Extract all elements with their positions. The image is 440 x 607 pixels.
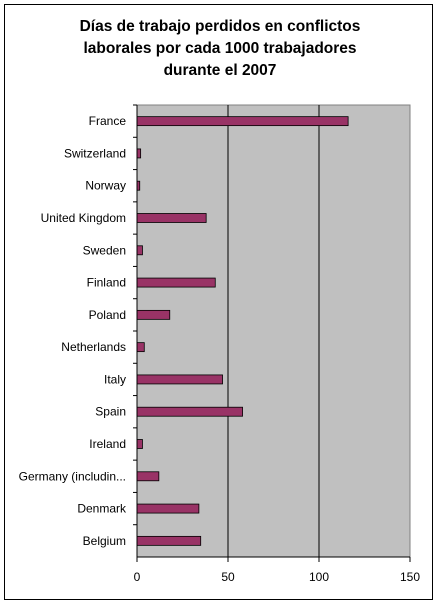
bar <box>136 471 160 482</box>
category-labels: France Switzerland Norway United Kingdom Swe… <box>19 114 127 548</box>
bar <box>136 342 145 353</box>
bar <box>136 406 243 417</box>
x-tick-label: 150 <box>400 570 420 584</box>
category-label: Switzerland <box>64 146 126 160</box>
bar <box>136 535 202 546</box>
x-tick-label: 50 <box>221 570 235 584</box>
category-label: Germany (includin... <box>19 469 126 483</box>
x-tick-labels: 0 50 100 150 <box>134 570 421 584</box>
chart-title-line-1: Días de trabajo perdidos en conflictos <box>79 18 361 35</box>
chart-title-line-2: laborales por cada 1000 trabajadores <box>83 40 357 57</box>
category-label: Sweden <box>83 243 126 257</box>
bars <box>136 116 349 546</box>
category-label: Netherlands <box>61 340 126 354</box>
chart-title: Días de trabajo perdidos en conflictos l… <box>0 16 440 82</box>
gridlines <box>227 105 320 557</box>
category-label: Poland <box>89 308 126 322</box>
bar <box>136 277 216 288</box>
bar <box>136 309 171 320</box>
bar <box>136 213 207 223</box>
bar <box>136 245 143 256</box>
chart-title-line-3: durante el 2007 <box>163 62 277 79</box>
bar <box>136 116 349 127</box>
category-label: France <box>89 114 127 128</box>
category-label: Italy <box>104 372 126 386</box>
category-label: United Kingdom <box>41 211 126 225</box>
category-label: Denmark <box>77 502 127 516</box>
bar <box>136 148 142 159</box>
axes <box>133 104 411 562</box>
category-label: Belgium <box>83 534 126 548</box>
bar <box>136 374 223 385</box>
bar <box>136 503 200 514</box>
category-label: Norway <box>85 179 126 193</box>
x-tick-label: 0 <box>134 570 141 584</box>
category-label: Spain <box>95 405 126 419</box>
category-label: Finland <box>87 276 126 290</box>
plot-area <box>136 104 411 558</box>
x-tick-label: 100 <box>309 570 329 584</box>
category-label: Ireland <box>89 437 126 451</box>
bar <box>136 439 143 449</box>
